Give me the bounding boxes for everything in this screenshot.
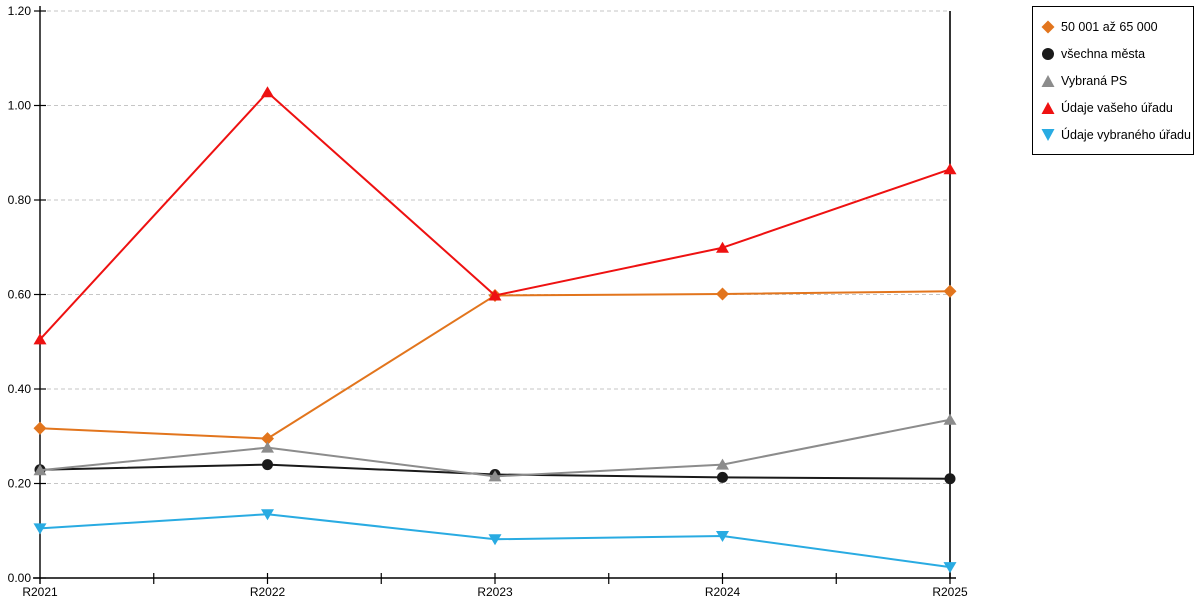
series-line-0 [39, 290, 951, 440]
legend-item-udaje-vaseho-uradu: Údaje vašeho úřadu [1041, 94, 1187, 121]
data-point-marker [33, 464, 47, 476]
data-point-marker [33, 523, 47, 535]
data-point-marker [262, 459, 273, 471]
legend-label: Údaje vybraného úřadu [1061, 127, 1191, 142]
legend-label: všechna města [1061, 46, 1146, 61]
data-point-marker [33, 333, 47, 345]
data-point-marker [943, 413, 957, 425]
y-tick-label: 1.00 [8, 99, 32, 113]
data-point-marker [943, 562, 957, 574]
y-tick-label: 0.80 [8, 193, 32, 207]
data-point-marker [488, 534, 502, 546]
plot-area: 0.00 0.20 0.40 0.60 0.80 1.00 1.20 R2021 R2022 R2… [8, 4, 968, 599]
data-point-marker [488, 470, 502, 482]
legend-label: Údaje vašeho úřadu [1061, 100, 1173, 115]
legend-item-vsechna-mesta: všechna města [1041, 40, 1187, 67]
data-point-marker [944, 473, 956, 485]
series-line-2 [39, 418, 951, 478]
data-point-marker [716, 458, 729, 470]
legend-label: Vybraná PS [1061, 73, 1128, 88]
y-tick-label: 1.20 [8, 4, 32, 18]
y-tick-label: 0.40 [8, 382, 32, 396]
data-point-marker [33, 421, 47, 435]
legend: 50 001 až 65 000 všechna města Vybraná P… [1032, 6, 1194, 155]
legend-item-udaje-vybraneho-uradu: Údaje vybraného úřadu [1041, 121, 1191, 148]
triangle-up-icon [1041, 74, 1055, 87]
y-tick-label: 0.20 [8, 477, 32, 491]
diamond-icon [1041, 20, 1055, 33]
data-point-marker [261, 509, 274, 521]
triangle-up-icon [1041, 101, 1055, 114]
y-tick-label: 0.00 [8, 571, 32, 585]
circle-icon [1042, 47, 1054, 60]
data-point-marker [716, 287, 729, 301]
data-point-marker [717, 471, 728, 483]
data-point-marker [261, 441, 274, 453]
data-point-marker [943, 284, 957, 298]
series-line-3 [39, 91, 951, 341]
y-tick-label: 0.60 [8, 288, 32, 302]
x-tick-label: R2023 [477, 585, 513, 599]
x-tick-label: R2024 [705, 585, 741, 599]
triangle-down-icon [1041, 128, 1055, 141]
data-point-marker [943, 163, 957, 175]
data-point-marker [716, 530, 729, 542]
legend-item-vybrana-ps: Vybraná PS [1041, 67, 1187, 94]
x-tick-label: R2022 [250, 585, 286, 599]
legend-label: 50 001 až 65 000 [1061, 19, 1158, 34]
data-point-marker [488, 289, 502, 301]
data-point-marker [716, 241, 729, 253]
legend-item-50001-az-65000: 50 001 až 65 000 [1041, 13, 1187, 40]
data-point-marker [261, 86, 274, 98]
x-tick-label: R2025 [932, 585, 968, 599]
x-tick-label: R2021 [22, 585, 58, 599]
data-point-marker [261, 432, 274, 446]
